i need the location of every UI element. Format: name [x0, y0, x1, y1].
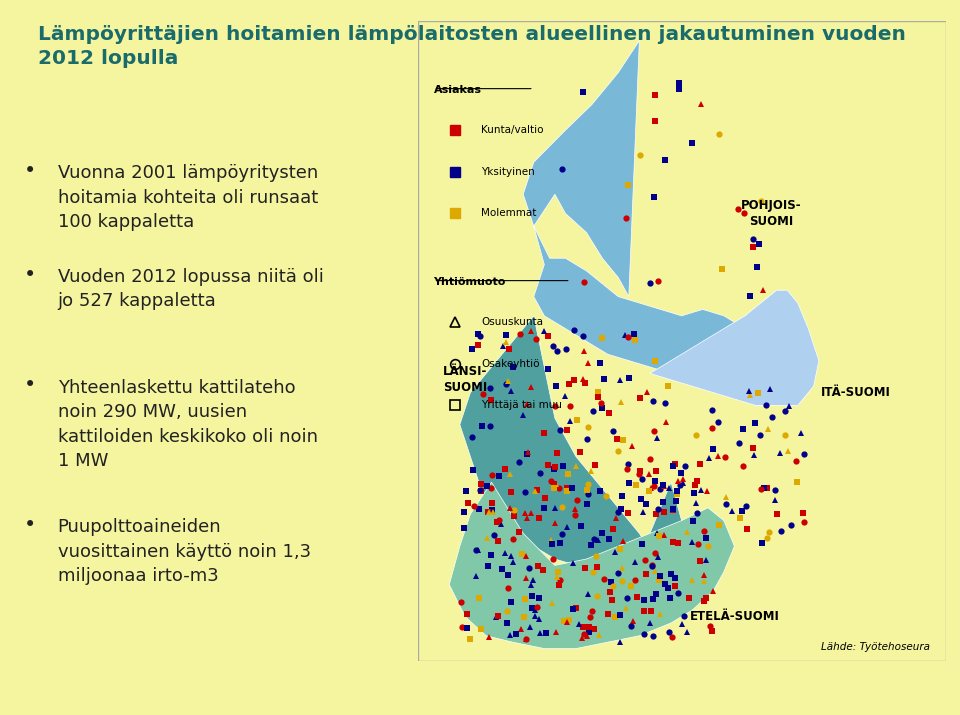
Text: Yksityinen: Yksityinen: [481, 167, 535, 177]
Text: •: •: [24, 265, 36, 285]
Text: •: •: [24, 161, 36, 181]
Text: Lämpöyrittäjien hoitamien lämpölaitosten alueellinen jakautuminen vuoden
2012 lo: Lämpöyrittäjien hoitamien lämpölaitosten…: [38, 25, 906, 67]
Polygon shape: [523, 41, 814, 405]
Text: Yhteenlaskettu kattilateho
noin 290 MW, uusien
kattiloiden keskikoko oli noin
1 : Yhteenlaskettu kattilateho noin 290 MW, …: [58, 379, 318, 470]
Text: Osuuskunta: Osuuskunta: [481, 317, 543, 327]
Text: LÄNSI-
SUOMI: LÄNSI- SUOMI: [443, 365, 488, 394]
Text: Puupolttoaineiden
vuosittainen käyttö noin 1,3
miljoonaa irto-m3: Puupolttoaineiden vuosittainen käyttö no…: [58, 518, 311, 585]
Text: Osakeyhtiö: Osakeyhtiö: [481, 359, 540, 369]
Text: Molemmat: Molemmat: [481, 209, 537, 218]
Text: Asiakas: Asiakas: [434, 85, 482, 95]
Text: •: •: [24, 515, 36, 535]
Text: Vuoden 2012 lopussa niitä oli
jo 527 kappaletta: Vuoden 2012 lopussa niitä oli jo 527 kap…: [58, 268, 324, 310]
Text: Lähde: Työtehoseura: Lähde: Työtehoseura: [821, 642, 930, 652]
Text: ITÄ-SUOMI: ITÄ-SUOMI: [821, 386, 891, 399]
Polygon shape: [460, 316, 682, 572]
Text: •: •: [24, 375, 36, 395]
Polygon shape: [449, 482, 734, 649]
Polygon shape: [650, 290, 819, 405]
Text: Yhtiömuoto: Yhtiömuoto: [434, 277, 506, 287]
Text: Vuonna 2001 lämpöyritysten
hoitamia kohteita oli runsaat
100 kappaletta: Vuonna 2001 lämpöyritysten hoitamia koht…: [58, 164, 318, 231]
Text: ETELÄ-SUOMI: ETELÄ-SUOMI: [689, 610, 780, 623]
Text: Kunta/valtio: Kunta/valtio: [481, 125, 543, 135]
Text: POHJOIS-
SUOMI: POHJOIS- SUOMI: [741, 199, 802, 228]
Text: Yrittäjä tai muu: Yrittäjä tai muu: [481, 400, 562, 410]
